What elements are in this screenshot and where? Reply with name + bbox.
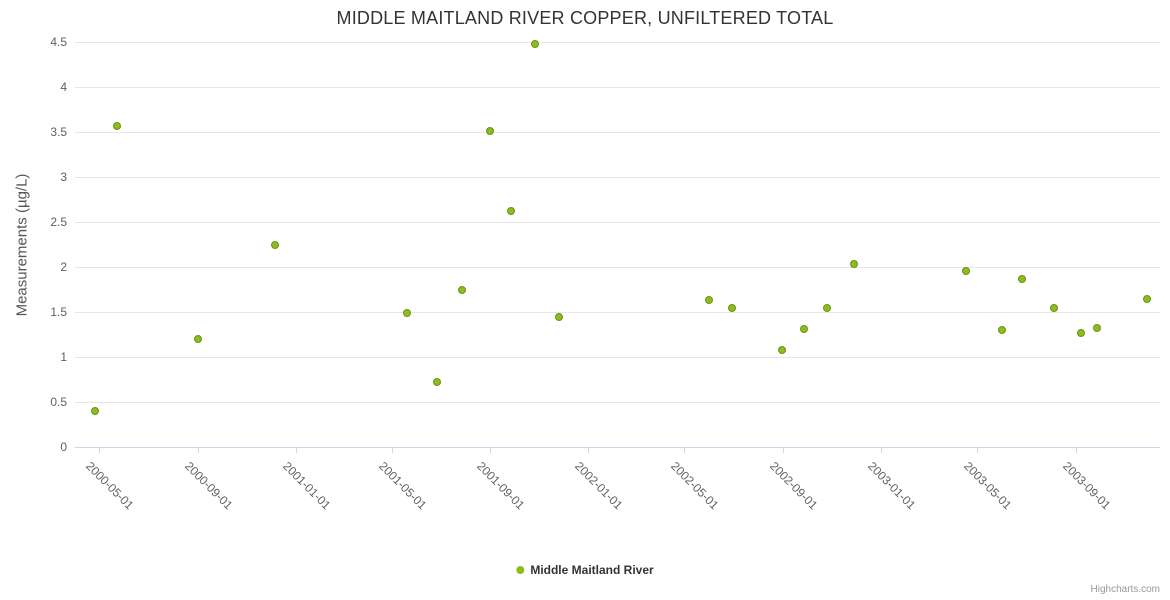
x-tick-mark — [391, 447, 393, 453]
y-gridline — [75, 86, 1160, 88]
y-axis-tick-label: 4.5 — [50, 35, 67, 49]
x-tick-mark — [880, 447, 882, 453]
x-axis-tick-label: 2002-01-01 — [572, 459, 626, 513]
data-point[interactable] — [799, 325, 808, 334]
x-tick-mark — [1075, 447, 1077, 453]
x-tick-mark — [197, 447, 199, 453]
y-gridline — [75, 311, 1160, 313]
x-tick-mark — [977, 447, 979, 453]
legend-label: Middle Maitland River — [530, 563, 654, 577]
x-tick-mark — [783, 447, 785, 453]
x-axis-line — [75, 446, 1160, 448]
data-point[interactable] — [705, 296, 714, 305]
y-axis-tick-label: 4 — [60, 80, 67, 94]
data-point[interactable] — [1093, 324, 1102, 333]
x-tick-mark — [295, 447, 297, 453]
y-gridline — [75, 356, 1160, 358]
x-tick-mark — [684, 447, 686, 453]
data-point[interactable] — [823, 304, 832, 313]
data-point[interactable] — [507, 207, 516, 216]
x-tick-mark — [490, 447, 492, 453]
y-gridline — [75, 221, 1160, 223]
data-point[interactable] — [998, 326, 1007, 334]
data-point[interactable] — [402, 308, 411, 317]
data-point[interactable] — [778, 345, 787, 354]
y-gridline — [75, 41, 1160, 43]
legend-marker-icon — [516, 566, 525, 574]
chart-title: MIDDLE MAITLAND RIVER COPPER, UNFILTERED… — [336, 8, 834, 28]
y-gridline — [75, 266, 1160, 268]
data-point[interactable] — [1077, 328, 1086, 337]
data-point[interactable] — [555, 313, 564, 322]
data-point[interactable] — [112, 121, 121, 130]
data-point[interactable] — [485, 127, 494, 136]
x-axis-tick-label: 2003-01-01 — [865, 459, 919, 513]
y-gridline — [75, 131, 1160, 133]
x-axis-tick-label: 2001-05-01 — [375, 459, 430, 513]
y-gridline — [75, 176, 1160, 178]
y-axis-tick-label: 3 — [60, 170, 67, 184]
highcharts-credit-link[interactable]: Highcharts.com — [1090, 584, 1160, 595]
x-axis-tick-label: 2002-05-01 — [668, 459, 722, 513]
data-point[interactable] — [1050, 304, 1059, 313]
x-axis-tick-label: 2003-09-01 — [1059, 459, 1114, 513]
x-axis-tick-label: 2003-05-01 — [961, 459, 1015, 513]
x-axis-tick-label: 2002-09-01 — [767, 459, 821, 513]
y-gridline — [75, 401, 1160, 403]
y-axis-tick-label: 0.5 — [50, 395, 67, 409]
data-point[interactable] — [91, 407, 100, 415]
data-point[interactable] — [727, 303, 736, 312]
y-axis-tick-label: 2.5 — [50, 215, 67, 229]
data-point[interactable] — [850, 260, 859, 269]
y-axis-tick-label: 0 — [60, 440, 67, 454]
data-point[interactable] — [433, 378, 442, 387]
y-axis-tick-label: 1 — [60, 350, 67, 364]
data-point[interactable] — [530, 39, 539, 48]
x-axis-labels: 2000-05-01 2000-09-01 2001-01-01 2001-05-01… — [75, 447, 1160, 557]
x-tick-mark — [99, 447, 101, 453]
x-axis-tick-label: 2001-09-01 — [474, 459, 528, 513]
legend-item-middle-maitland-river[interactable]: Middle Maitland River — [516, 563, 654, 577]
x-axis-tick-label: 2001-01-01 — [279, 459, 333, 513]
plot-area — [75, 39, 1160, 448]
data-point[interactable] — [457, 286, 466, 295]
y-axis-tick-label: 1.5 — [50, 305, 67, 319]
data-point[interactable] — [961, 266, 970, 275]
y-axis-tick-label: 2 — [60, 260, 67, 274]
x-tick-mark — [588, 447, 590, 453]
x-axis-tick-label: 2000-05-01 — [83, 459, 137, 513]
y-axis-tick-label: 3.5 — [50, 125, 67, 139]
data-point[interactable] — [1018, 274, 1027, 283]
x-axis-tick-label: 2000-09-01 — [181, 459, 236, 513]
data-point[interactable] — [1143, 294, 1152, 303]
data-point[interactable] — [193, 335, 202, 343]
data-point[interactable] — [270, 240, 279, 249]
y-axis-labels: 0 0.5 1 1.5 2 2.5 3 3.5 4 4.5 — [0, 35, 67, 454]
